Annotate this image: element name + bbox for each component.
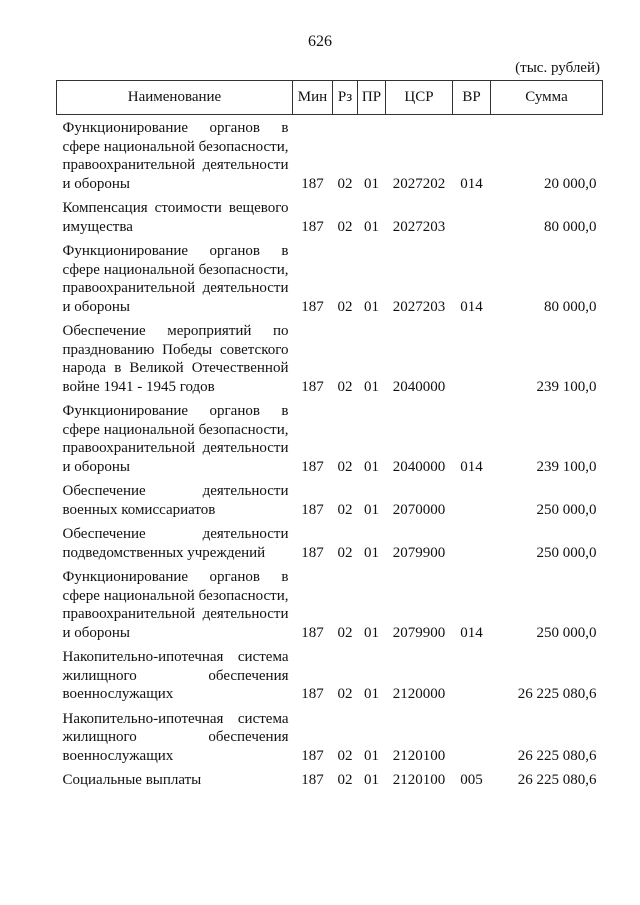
cell-name: Функционирование органов в сфере национа… [62,243,289,315]
cell-sum: 239 100,0 [536,378,597,395]
cell-min: 187 [301,544,324,561]
table-row: Обеспечение мероприятий по празднованию … [57,318,603,398]
cell-pr: 01 [364,747,379,764]
cell-vr [453,318,491,398]
cell-rz: 02 [337,686,353,702]
cell-sum: 26 225 080,6 [517,747,597,764]
table-row: Обеспечение деятельности подведомственны… [57,521,603,564]
table-row: Накопительно-ипотечная система жилищного… [57,706,603,768]
cell-pr: 01 [364,218,379,235]
cell-rz: 02 [337,772,353,788]
cell-vr [453,644,491,706]
budget-table: Наименование Мин Рз ПР ЦСР ВР Сумма Функ… [56,80,603,792]
cell-vr: 005 [460,772,483,788]
header-rz: Рз [332,80,358,115]
cell-vr: 014 [460,624,483,641]
cell-sum: 250 000,0 [536,501,597,518]
cell-name: Функционирование органов в сфере национа… [62,403,289,475]
cell-vr: 014 [460,175,483,192]
table-row: Компенсация стоимости вещевого имущества… [57,195,603,238]
cell-rz: 02 [337,298,353,315]
cell-vr [453,706,491,768]
cell-sum: 239 100,0 [536,458,597,475]
cell-vr [453,478,491,521]
table-header: Наименование Мин Рз ПР ЦСР ВР Сумма [56,80,603,115]
cell-rz: 02 [337,501,353,518]
cell-min: 187 [301,686,324,702]
cell-vr [453,195,491,238]
cell-pr: 01 [364,624,379,641]
cell-sum: 26 225 080,6 [517,772,597,788]
header-name: Наименование [56,80,293,115]
table-row: Накопительно-ипотечная система жилищного… [57,644,603,706]
cell-vr [453,521,491,564]
table-row: Социальные выплаты 187 02 01 2120100 005 26 22… [57,767,603,792]
cell-pr: 01 [364,772,379,788]
cell-name: Компенсация стоимости вещевого имущества [62,200,289,235]
cell-csr: 2070000 [392,501,446,518]
cell-vr: 014 [460,458,483,475]
cell-vr: 014 [460,298,483,315]
header-sum: Сумма [490,80,603,115]
cell-rz: 02 [337,175,353,192]
page-number: 626 [308,33,332,50]
cell-rz: 02 [337,544,353,561]
cell-min: 187 [301,378,324,395]
cell-min: 187 [301,501,324,518]
cell-pr: 01 [364,544,379,561]
cell-name: Накопительно-ипотечная система жилищного… [62,710,289,764]
cell-csr: 2040000 [392,378,446,395]
table-row: Функционирование органов в сфере национа… [57,238,603,318]
cell-csr: 2120100 [392,747,446,764]
cell-sum: 26 225 080,6 [517,686,597,702]
table-row: Функционирование органов в сфере национа… [57,398,603,478]
cell-name: Функционирование органов в сфере национа… [62,569,289,641]
cell-csr: 2079900 [392,624,446,641]
cell-name: Социальные выплаты [62,772,202,788]
units-label: (тыс. рублей) [515,60,600,76]
table-row: Обеспечение деятельности военных комисса… [57,478,603,521]
cell-min: 187 [301,298,324,315]
header-csr: ЦСР [385,80,453,115]
cell-pr: 01 [364,298,379,315]
cell-rz: 02 [337,378,353,395]
header-pr: ПР [357,80,386,115]
cell-rz: 02 [337,747,353,764]
cell-name: Функционирование органов в сфере национа… [62,120,289,192]
header-vr: ВР [452,80,491,115]
cell-name: Обеспечение мероприятий по празднованию … [62,323,289,395]
cell-pr: 01 [364,175,379,192]
cell-name: Обеспечение деятельности подведомственны… [62,526,289,561]
cell-pr: 01 [364,458,379,475]
table-row: Функционирование органов в сфере национа… [57,564,603,644]
cell-rz: 02 [337,624,353,641]
cell-csr: 2120000 [392,686,446,702]
cell-min: 187 [301,747,324,764]
cell-sum: 80 000,0 [544,298,597,315]
cell-min: 187 [301,772,324,788]
header-min: Мин [292,80,333,115]
cell-csr: 2079900 [392,544,446,561]
cell-min: 187 [301,458,324,475]
cell-rz: 02 [337,218,353,235]
cell-pr: 01 [364,378,379,395]
cell-min: 187 [301,175,324,192]
cell-rz: 02 [337,458,353,475]
cell-csr: 2027203 [392,298,446,315]
table-row: Функционирование органов в сфере национа… [57,115,603,196]
cell-csr: 2120100 [392,772,446,788]
cell-sum: 250 000,0 [536,544,597,561]
cell-sum: 250 000,0 [536,624,597,641]
cell-name: Накопительно-ипотечная система жилищного… [62,649,289,702]
cell-csr: 2040000 [392,458,446,475]
cell-name: Обеспечение деятельности военных комисса… [62,483,289,518]
cell-csr: 2027202 [392,175,446,192]
cell-pr: 01 [364,501,379,518]
cell-sum: 80 000,0 [544,218,597,235]
cell-min: 187 [301,218,324,235]
cell-sum: 20 000,0 [544,175,597,192]
cell-csr: 2027203 [392,218,446,235]
cell-pr: 01 [364,686,379,702]
cell-min: 187 [301,624,324,641]
